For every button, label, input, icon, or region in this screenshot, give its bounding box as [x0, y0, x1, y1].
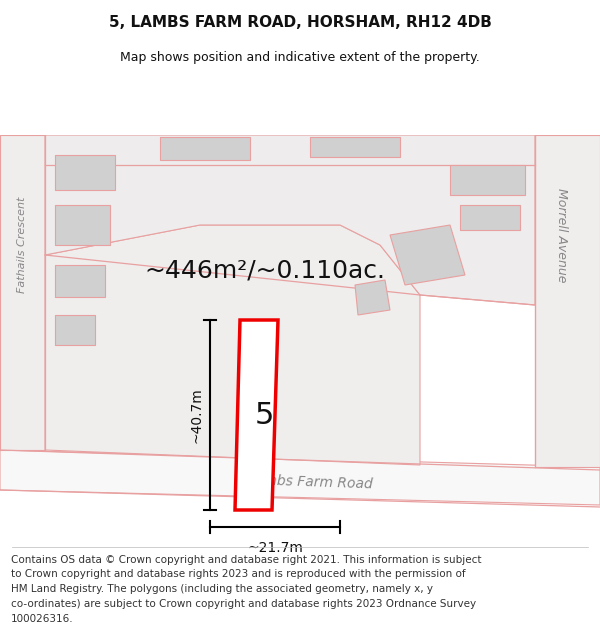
- Polygon shape: [55, 205, 110, 245]
- Text: 5, LAMBS FARM ROAD, HORSHAM, RH12 4DB: 5, LAMBS FARM ROAD, HORSHAM, RH12 4DB: [109, 15, 491, 30]
- Polygon shape: [55, 265, 105, 297]
- Text: Fathails Crescent: Fathails Crescent: [17, 197, 27, 293]
- Polygon shape: [535, 135, 600, 467]
- Polygon shape: [355, 280, 390, 315]
- Polygon shape: [45, 225, 420, 465]
- Polygon shape: [45, 135, 535, 305]
- Polygon shape: [0, 450, 600, 505]
- Polygon shape: [55, 155, 115, 190]
- Text: ~21.7m: ~21.7m: [247, 541, 303, 555]
- Polygon shape: [160, 137, 250, 160]
- Text: to Crown copyright and database rights 2023 and is reproduced with the permissio: to Crown copyright and database rights 2…: [11, 569, 466, 579]
- Polygon shape: [450, 165, 525, 195]
- Text: ~446m²/~0.110ac.: ~446m²/~0.110ac.: [145, 258, 386, 282]
- Text: 5: 5: [254, 401, 274, 429]
- Text: 100026316.: 100026316.: [11, 614, 73, 624]
- Text: co-ordinates) are subject to Crown copyright and database rights 2023 Ordnance S: co-ordinates) are subject to Crown copyr…: [11, 599, 476, 609]
- Text: Contains OS data © Crown copyright and database right 2021. This information is : Contains OS data © Crown copyright and d…: [11, 554, 481, 564]
- Polygon shape: [460, 205, 520, 230]
- Polygon shape: [235, 320, 278, 510]
- Text: ~40.7m: ~40.7m: [189, 387, 203, 443]
- Polygon shape: [0, 135, 45, 450]
- Polygon shape: [310, 137, 400, 157]
- Text: Map shows position and indicative extent of the property.: Map shows position and indicative extent…: [120, 51, 480, 64]
- Text: Lambs Farm Road: Lambs Farm Road: [247, 472, 373, 491]
- Polygon shape: [0, 135, 600, 545]
- Polygon shape: [55, 315, 95, 345]
- Text: HM Land Registry. The polygons (including the associated geometry, namely x, y: HM Land Registry. The polygons (includin…: [11, 584, 433, 594]
- Text: Morrell Avenue: Morrell Avenue: [556, 188, 569, 282]
- Polygon shape: [390, 225, 465, 285]
